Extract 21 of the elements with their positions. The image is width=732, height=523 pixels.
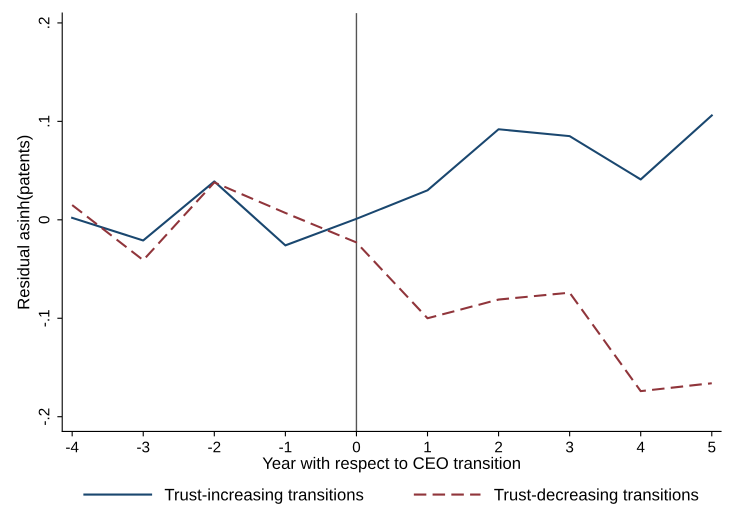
line-series [71, 114, 713, 246]
line-series [71, 181, 713, 392]
x-tick-label: 3 [566, 442, 574, 452]
x-axis-title: Year with respect to CEO transition [262, 456, 520, 472]
y-tick-label: .2 [38, 17, 50, 28]
y-tick-label: .1 [38, 116, 50, 126]
y-tick-label: -.2 [38, 408, 50, 425]
x-tick-label: 5 [708, 442, 716, 452]
legend-label: Trust-decreasing transitions [494, 488, 698, 504]
y-axis-title: Residual asinh(patents) [17, 136, 33, 308]
y-tick-label: 0 [38, 216, 50, 224]
x-tick-label: 0 [352, 442, 360, 452]
x-tick-label: 1 [424, 442, 432, 452]
y-tick-label: -.1 [38, 310, 50, 326]
x-tick-label: 2 [495, 442, 502, 452]
x-tick-label: -4 [66, 442, 79, 452]
x-tick-label: -2 [208, 442, 220, 452]
x-tick-label: -1 [279, 442, 292, 452]
legend-label: Trust-increasing transitions [164, 488, 364, 504]
x-tick-label: 4 [636, 442, 645, 452]
x-tick-label: -3 [137, 442, 150, 452]
